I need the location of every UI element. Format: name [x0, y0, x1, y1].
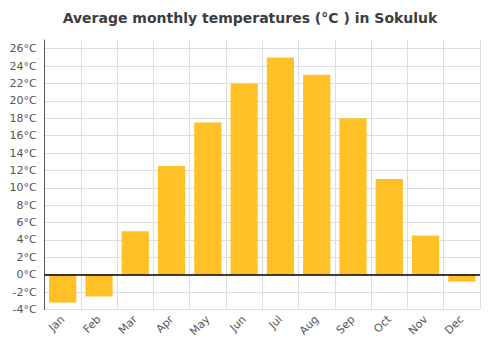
- svg-text:Sep: Sep: [334, 313, 358, 337]
- svg-text:Mar: Mar: [116, 313, 140, 337]
- svg-text:4°C: 4°C: [16, 233, 36, 246]
- svg-text:Feb: Feb: [81, 313, 104, 336]
- svg-text:8°C: 8°C: [16, 199, 36, 212]
- svg-text:6°C: 6°C: [16, 216, 36, 229]
- svg-text:May: May: [187, 313, 213, 339]
- svg-text:Jan: Jan: [45, 313, 67, 335]
- svg-text:Apr: Apr: [154, 313, 177, 336]
- svg-text:Jun: Jun: [227, 313, 249, 335]
- svg-text:Oct: Oct: [371, 312, 394, 335]
- svg-text:26°C: 26°C: [9, 42, 36, 55]
- svg-text:Nov: Nov: [406, 313, 431, 338]
- svg-text:2°C: 2°C: [16, 251, 36, 264]
- svg-text:14°C: 14°C: [9, 147, 36, 160]
- svg-text:16°C: 16°C: [9, 129, 36, 142]
- svg-text:24°C: 24°C: [9, 60, 36, 73]
- svg-text:20°C: 20°C: [9, 94, 36, 107]
- svg-text:Dec: Dec: [442, 313, 466, 337]
- svg-text:18°C: 18°C: [9, 112, 36, 125]
- svg-text:10°C: 10°C: [9, 181, 36, 194]
- svg-text:12°C: 12°C: [9, 164, 36, 177]
- svg-text:Aug: Aug: [297, 313, 321, 337]
- svg-text:0°C: 0°C: [16, 268, 36, 281]
- svg-text:Jul: Jul: [266, 313, 285, 332]
- svg-text:Average monthly temperatures (: Average monthly temperatures (°C ) in So…: [63, 10, 438, 26]
- svg-text:22°C: 22°C: [9, 77, 36, 90]
- svg-text:-4°C: -4°C: [12, 303, 36, 316]
- svg-text:-2°C: -2°C: [12, 286, 36, 299]
